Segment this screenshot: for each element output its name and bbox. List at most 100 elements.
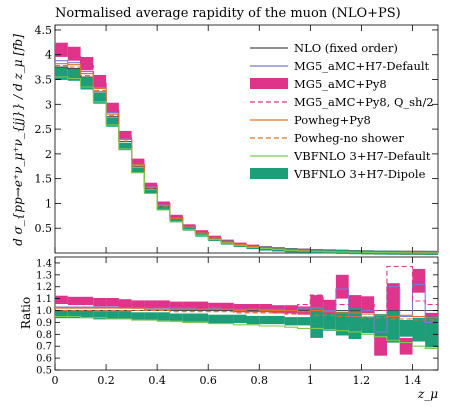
ratio-line-mg5-amc-py8-q-sh-2: [55, 265, 438, 312]
legend-label-powheg-py8: Powheg+Py8: [294, 113, 371, 127]
main-band-vbfnlo-3-h7-dipole-bin-4: [106, 117, 119, 127]
main-band-vbfnlo-3-h7-dipole-bin-6: [131, 167, 145, 174]
legend-swatch-vbfnlo-3-h7-dipole: [250, 168, 288, 179]
ratio-ytick-label-1: 0.6: [36, 354, 52, 365]
main-ytick-label-7: 4: [45, 49, 52, 62]
ratio-ytick-label-3: 0.8: [36, 330, 52, 341]
ratio-ytick-label-5: 1.0: [36, 306, 52, 317]
main-ytick-label-3: 2: [45, 148, 52, 161]
ratio-ytick-label-8: 1.3: [36, 270, 52, 281]
main-band-vbfnlo-3-h7-dipole-bin-10: [182, 226, 196, 231]
ratio-ytick-label-2: 0.7: [36, 342, 52, 353]
main-ytick-label-2: 1.5: [35, 173, 53, 186]
ratio-band-mg5-amc-py8-bin-8: [157, 300, 170, 309]
main-band-vbfnlo-3-h7-dipole-bin-3: [93, 92, 107, 104]
ratio-y-axis-label: Ratio: [19, 297, 33, 329]
ratio-band-vbfnlo-3-h7-dipole-bin-19: [297, 317, 311, 326]
legend-label-nlo-fixed-order: NLO (fixed order): [294, 41, 398, 55]
main-band-vbfnlo-3-h7-dipole-bin-8: [157, 206, 170, 211]
xtick-label-1: 0.2: [97, 374, 115, 387]
ratio-band-vbfnlo-3-h7-dipole-bin-17: [272, 315, 285, 325]
ratio-band-vbfnlo-3-h7-dipole-bin-5: [118, 311, 132, 320]
ratio-lines-layer: [55, 265, 438, 350]
main-ytick-label-6: 3.5: [35, 74, 53, 87]
main-ytick-label-0: 0.5: [35, 222, 53, 235]
ratio-band-vbfnlo-3-h7-dipole-bin-7: [144, 312, 158, 321]
ratio-band-vbfnlo-3-h7-dipole-bin-3: [93, 311, 107, 320]
ratio-line-powheg-py8: [55, 307, 438, 319]
ratio-band-vbfnlo-3-h7-dipole-bin-27: [399, 320, 413, 337]
main-ytick-label-8: 4.5: [35, 24, 53, 37]
main-band-vbfnlo-3-h7-dipole-bin-2: [80, 77, 94, 90]
ratio-band-vbfnlo-3-h7-dipole-bin-6: [131, 312, 145, 321]
xtick-label-5: 1: [307, 374, 314, 387]
ratio-band-mg5-amc-py8-bin-26: [386, 283, 400, 315]
main-band-vbfnlo-3-h7-dipole-bin-0: [55, 67, 68, 80]
ratio-ytick-label-6: 1.1: [36, 294, 52, 305]
ratio-band-mg5-amc-py8-bin-22: [335, 274, 349, 299]
main-band-mg5-amc-py8-bin-6: [131, 158, 145, 165]
main-band-vbfnlo-3-h7-dipole-bin-5: [118, 142, 132, 151]
legend-label-vbfnlo-3-h7-dipole: VBFNLO 3+H7-Dipole: [293, 167, 426, 181]
main-band-vbfnlo-3-h7-dipole-bin-9: [169, 218, 183, 223]
main-band-mg5-amc-py8-bin-4: [106, 102, 119, 113]
ratio-line-powheg-no-shower: [55, 309, 438, 321]
ratio-band-mg5-amc-py8-bin-1: [67, 296, 81, 306]
ratio-band-mg5-amc-py8-bin-21: [323, 299, 336, 317]
ratio-band-vbfnlo-3-h7-dipole-bin-15: [246, 315, 260, 325]
ratio-band-mg5-amc-py8-bin-0: [55, 295, 68, 304]
main-band-vbfnlo-3-h7-dipole-bin-7: [144, 189, 158, 194]
ratio-band-vbfnlo-3-h7-dipole-bin-2: [80, 309, 94, 319]
xtick-label-2: 0.4: [148, 374, 166, 387]
main-y-axis: 0.5 1 1.5 2 2.5 3 3.5 4 4.5: [35, 24, 438, 235]
ratio-band-vbfnlo-3-h7-dipole-bin-10: [182, 313, 196, 322]
ratio-band-vbfnlo-3-h7-dipole-bin-16: [259, 315, 273, 325]
legend-swatch-mg5-amc-py8: [250, 78, 288, 89]
main-y-axis-label: d σ_{pp→e⁺ν_μ⁺ν_{jj}} / d z_μ [fb]: [11, 34, 25, 246]
legend-label-vbfnlo-3-h7-default: VBFNLO 3+H7-Default: [293, 149, 431, 163]
main-band-mg5-amc-py8-bin-1: [67, 46, 81, 61]
x-axis-label: z_μ: [417, 387, 438, 401]
ratio-band-mg5-amc-py8-bin-15: [246, 304, 260, 313]
ratio-band-vbfnlo-3-h7-dipole-bin-24: [361, 316, 375, 334]
ratio-band-mg5-amc-py8-bin-16: [259, 304, 273, 313]
ratio-line-vbfnlo-3-h7-default: [55, 315, 438, 350]
ratio-band-vbfnlo-3-h7-dipole-bin-4: [106, 311, 119, 320]
xtick-label-3: 0.6: [199, 374, 217, 387]
x-axis: 0 0.2 0.4 0.6 0.8 1 1.2 1.4: [52, 25, 421, 387]
ratio-band-mg5-amc-py8-bin-11: [195, 301, 209, 310]
ratio-band-mg5-amc-py8-bin-10: [182, 301, 196, 310]
ratio-band-vbfnlo-3-h7-dipole-bin-28: [412, 317, 426, 342]
main-band-mg5-amc-py8-bin-5: [118, 130, 132, 140]
xtick-label-6: 1.2: [353, 374, 371, 387]
legend: NLO (fixed order) MG5_aMC+H7-Default MG5_a…: [250, 41, 434, 181]
ratio-band-mg5-amc-py8-bin-27: [399, 337, 413, 355]
ratio-ytick-label-0: 0.5: [36, 366, 52, 377]
legend-label-mg5-amc-h7-default: MG5_aMC+H7-Default: [294, 59, 430, 73]
legend-label-powheg-no-shower: Powheg-no shower: [294, 131, 404, 145]
ratio-band-vbfnlo-3-h7-dipole-bin-1: [67, 309, 81, 319]
ratio-ytick-label-4: 0.9: [36, 318, 52, 329]
main-ytick-label-1: 1: [45, 197, 52, 210]
chart-title: Normalised average rapidity of the muon …: [55, 6, 401, 21]
legend-label-mg5-amc-py8: MG5_aMC+Py8: [294, 77, 387, 91]
main-ytick-label-4: 2.5: [35, 123, 53, 136]
ratio-band-vbfnlo-3-h7-dipole-bin-20: [310, 307, 324, 338]
ratio-band-vbfnlo-3-h7-dipole-bin-18: [284, 317, 298, 326]
xtick-label-0: 0: [52, 374, 59, 387]
main-panel-frame: [54, 24, 439, 254]
main-band-mg5-amc-py8-bin-2: [80, 57, 94, 71]
ratio-band-vbfnlo-3-h7-dipole-bin-21: [323, 314, 336, 331]
ratio-band-mg5-amc-py8-bin-18: [284, 305, 298, 314]
ratio-band-vbfnlo-3-h7-dipole-bin-26: [386, 311, 400, 343]
ratio-band-vbfnlo-3-h7-dipole-bin-22: [335, 311, 349, 336]
ratio-band-vbfnlo-3-h7-dipole-bin-8: [157, 312, 170, 321]
ratio-band-mg5-amc-py8-bin-6: [131, 300, 145, 309]
ratio-band-vbfnlo-3-h7-dipole-bin-0: [55, 309, 68, 319]
ratio-ytick-label-7: 1.2: [36, 282, 52, 293]
ratio-band-vbfnlo-3-h7-dipole-bin-14: [233, 314, 247, 323]
ratio-band-vbfnlo-3-h7-dipole-bin-11: [195, 313, 209, 322]
main-lines-layer: [55, 53, 438, 254]
ratio-band-mg5-amc-py8-bin-14: [233, 304, 247, 313]
ratio-ytick-label-9: 1.4: [36, 258, 52, 269]
